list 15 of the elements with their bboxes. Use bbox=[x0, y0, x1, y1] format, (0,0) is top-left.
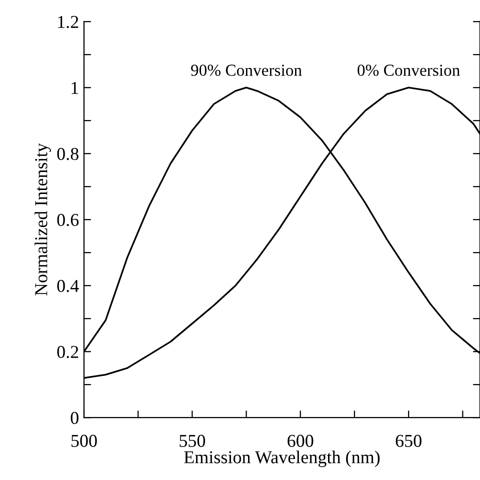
y-tick-label: 1 bbox=[72, 82, 78, 94]
annotation: 0% Conversion bbox=[358, 64, 460, 76]
x-tick-label: 500 bbox=[72, 434, 97, 447]
x-tick-label: 600 bbox=[288, 434, 314, 447]
annotation: 90% Conversion bbox=[191, 64, 302, 76]
x-tick-label: 650 bbox=[396, 434, 422, 447]
y-tick-label: 0.8 bbox=[57, 148, 78, 160]
y-tick-label: 1.2 bbox=[58, 16, 78, 28]
y-tick-label: 0.2 bbox=[57, 346, 78, 358]
y-tick-label: 0.6 bbox=[57, 214, 79, 226]
y-tick-label: 0 bbox=[70, 412, 78, 424]
x-tick-label: 550 bbox=[180, 434, 206, 447]
y-tick-label: 0.4 bbox=[57, 280, 79, 292]
y-axis-title: Normalized Intensity bbox=[34, 143, 52, 296]
x-axis-title: Emission Wavelength (nm) bbox=[184, 450, 380, 468]
